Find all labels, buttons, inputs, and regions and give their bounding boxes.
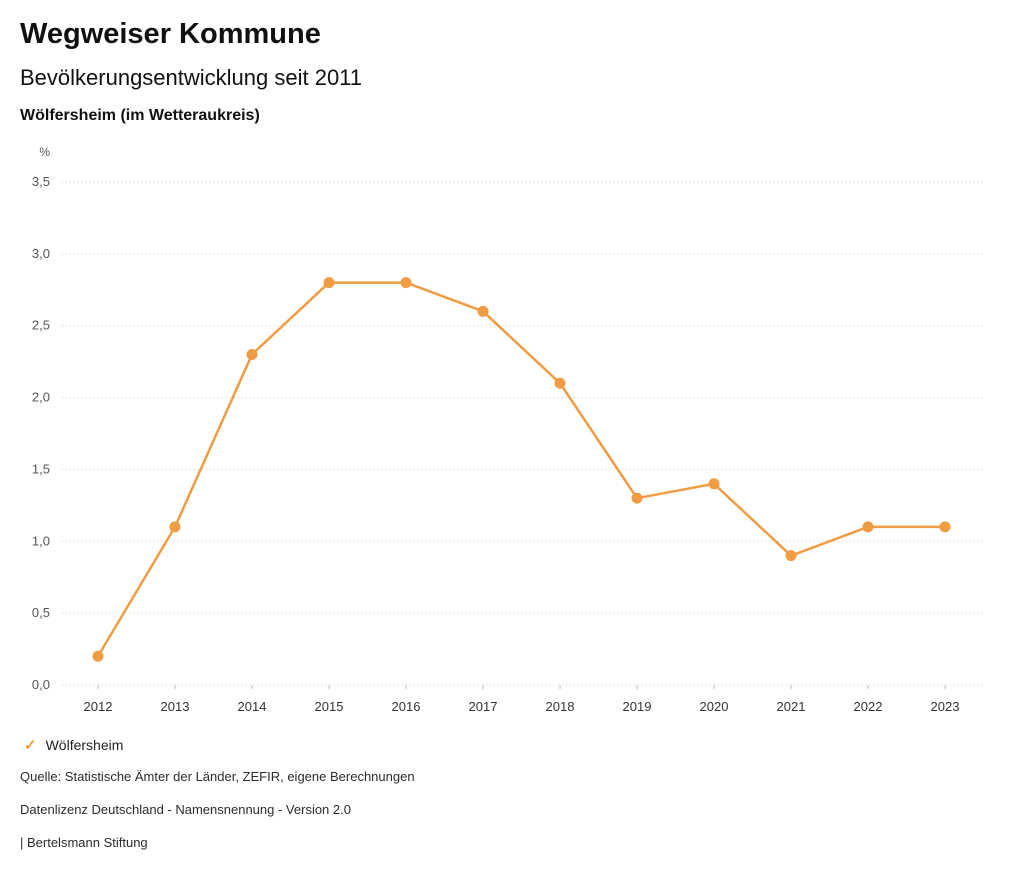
y-tick-label: 2,0 bbox=[32, 390, 50, 405]
x-tick-label: 2015 bbox=[315, 699, 344, 714]
legend-label: Wölfersheim bbox=[45, 737, 124, 753]
data-point[interactable] bbox=[169, 521, 181, 533]
y-tick-label: 1,5 bbox=[32, 461, 50, 476]
x-tick-label: 2016 bbox=[392, 699, 421, 714]
y-axis-unit-label: % bbox=[39, 145, 50, 159]
x-tick-label: 2022 bbox=[854, 699, 883, 714]
y-tick-label: 3,5 bbox=[32, 174, 50, 189]
x-tick-label: 2019 bbox=[623, 699, 652, 714]
chart-region-subtitle: Wölfersheim (im Wetteraukreis) bbox=[20, 107, 260, 124]
chart-canvas: 0,0 0,5 1,0 1,5 2,0 2,5 3,0 3,5% 2012 2013 2014 201… bbox=[32, 145, 985, 714]
x-tick-label: 2013 bbox=[161, 699, 190, 714]
y-tick-label: 1,0 bbox=[32, 533, 50, 548]
y-tick-label: 0,5 bbox=[32, 605, 50, 620]
data-point[interactable] bbox=[92, 650, 104, 662]
population-line-chart: 0,0 0,5 1,0 1,5 2,0 2,5 3,0 3,5% 2012 2013 2014 201… bbox=[0, 127, 1024, 727]
data-point[interactable] bbox=[554, 377, 566, 389]
chart-header: Wegweiser Kommune Bevölkerungsentwicklun… bbox=[0, 0, 1024, 125]
data-point[interactable] bbox=[939, 521, 951, 533]
x-tick-label: 2018 bbox=[546, 699, 575, 714]
data-point[interactable] bbox=[477, 305, 489, 317]
app-title: Wegweiser Kommune bbox=[20, 18, 321, 50]
data-point[interactable] bbox=[631, 492, 643, 504]
x-tick-label: 2017 bbox=[469, 699, 498, 714]
data-point[interactable] bbox=[708, 478, 720, 490]
data-point[interactable] bbox=[323, 277, 335, 289]
legend-item-woelfersheim[interactable]: ✓ Wölfersheim bbox=[24, 737, 123, 753]
x-tick-label: 2014 bbox=[238, 699, 267, 714]
y-tick-label: 2,5 bbox=[32, 318, 50, 333]
source-text: Quelle: Statistische Ämter der Länder, Z… bbox=[20, 769, 415, 784]
x-tick-label: 2012 bbox=[84, 699, 113, 714]
license-text: Datenlizenz Deutschland - Namensnennung … bbox=[20, 802, 351, 817]
data-point[interactable] bbox=[400, 277, 412, 289]
chart-footer: Quelle: Statistische Ämter der Länder, Z… bbox=[20, 769, 1024, 850]
attribution-text: | Bertelsmann Stiftung bbox=[20, 835, 148, 850]
chart-title: Bevölkerungsentwicklung seit 2011 bbox=[20, 65, 363, 90]
y-tick-label: 3,0 bbox=[32, 246, 50, 261]
legend-check-icon: ✓ bbox=[24, 736, 37, 754]
x-tick-label: 2023 bbox=[931, 699, 960, 714]
y-tick-label: 0,0 bbox=[32, 677, 50, 692]
data-point[interactable] bbox=[862, 521, 874, 533]
series-line bbox=[96, 281, 947, 658]
x-tick-label: 2020 bbox=[700, 699, 729, 714]
x-tick-label: 2021 bbox=[777, 699, 806, 714]
data-point[interactable] bbox=[246, 348, 258, 360]
data-point[interactable] bbox=[785, 550, 797, 562]
